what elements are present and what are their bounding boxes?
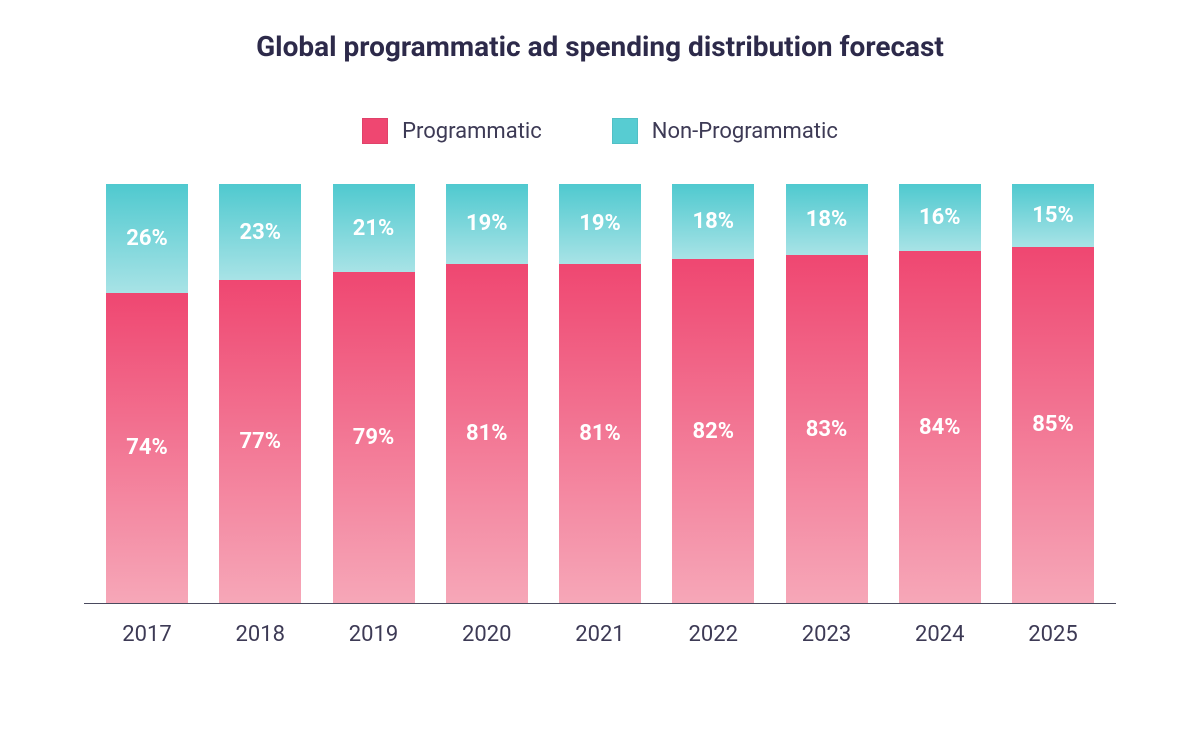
bar-segment-non-programmatic: 23% xyxy=(219,184,301,280)
x-axis-label: 2023 xyxy=(786,622,868,647)
bar-segment-programmatic: 74% xyxy=(106,293,188,603)
x-axis-label: 2019 xyxy=(333,622,415,647)
x-axis-labels: 2017 2018 2019 2020 2021 2022 2023 2024 2025 xyxy=(84,622,1116,647)
bar-segment-non-programmatic: 21% xyxy=(333,184,415,272)
chart-title: Global programmatic ad spending distribu… xyxy=(256,30,944,63)
legend-label-non-programmatic: Non-Programmatic xyxy=(652,119,838,144)
legend-swatch-programmatic xyxy=(362,118,388,144)
bar-segment-programmatic: 85% xyxy=(1012,247,1094,603)
x-axis-label: 2017 xyxy=(106,622,188,647)
bar-segment-non-programmatic: 18% xyxy=(786,184,868,255)
legend-item-programmatic: Programmatic xyxy=(362,118,542,144)
legend-swatch-non-programmatic xyxy=(612,118,638,144)
bar-segment-non-programmatic: 15% xyxy=(1012,184,1094,247)
bar-segment-programmatic: 82% xyxy=(672,259,754,603)
bar-segment-programmatic: 77% xyxy=(219,280,301,603)
bar: 19%81% xyxy=(446,184,528,603)
bar-segment-non-programmatic: 26% xyxy=(106,184,188,293)
x-axis-label: 2025 xyxy=(1012,622,1094,647)
bar-segment-non-programmatic: 16% xyxy=(899,184,981,251)
bar: 18%82% xyxy=(672,184,754,603)
bar-segment-programmatic: 83% xyxy=(786,255,868,603)
plot-area: 26%74%23%77%21%79%19%81%19%81%18%82%18%8… xyxy=(84,184,1116,604)
bar-segment-programmatic: 84% xyxy=(899,251,981,603)
bar-segment-programmatic: 81% xyxy=(446,264,528,603)
chart: 26%74%23%77%21%79%19%81%19%81%18%82%18%8… xyxy=(70,184,1130,647)
x-axis-label: 2018 xyxy=(219,622,301,647)
legend-item-non-programmatic: Non-Programmatic xyxy=(612,118,838,144)
x-axis-label: 2020 xyxy=(446,622,528,647)
bar-segment-non-programmatic: 19% xyxy=(559,184,641,264)
bar: 19%81% xyxy=(559,184,641,603)
bar: 21%79% xyxy=(333,184,415,603)
bar-segment-non-programmatic: 18% xyxy=(672,184,754,259)
bar: 23%77% xyxy=(219,184,301,603)
bar-segment-programmatic: 81% xyxy=(559,264,641,603)
legend-label-programmatic: Programmatic xyxy=(402,119,542,144)
bar: 15%85% xyxy=(1012,184,1094,603)
bar: 16%84% xyxy=(899,184,981,603)
bar-segment-programmatic: 79% xyxy=(333,272,415,603)
legend: Programmatic Non-Programmatic xyxy=(362,118,838,144)
bar: 18%83% xyxy=(786,184,868,603)
x-axis-label: 2021 xyxy=(559,622,641,647)
bar: 26%74% xyxy=(106,184,188,603)
x-axis-label: 2022 xyxy=(672,622,754,647)
bar-segment-non-programmatic: 19% xyxy=(446,184,528,264)
bars-container: 26%74%23%77%21%79%19%81%19%81%18%82%18%8… xyxy=(84,184,1116,603)
x-axis-label: 2024 xyxy=(899,622,981,647)
